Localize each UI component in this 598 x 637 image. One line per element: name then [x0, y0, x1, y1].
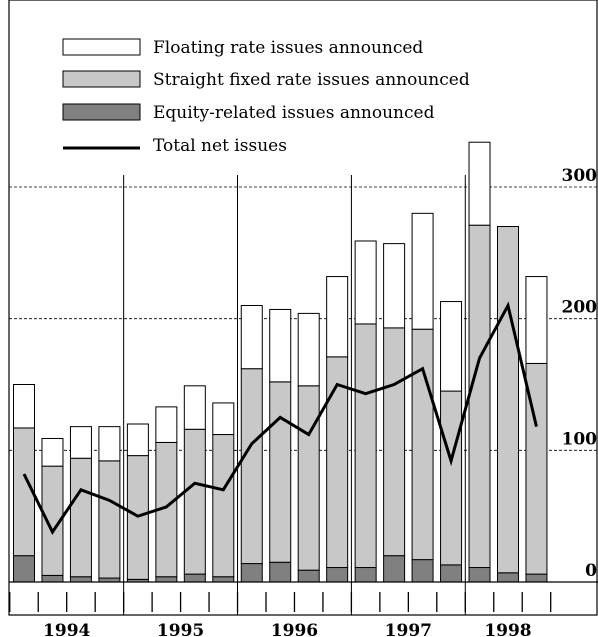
bar-equity — [155, 576, 178, 583]
bar-equity — [440, 564, 463, 583]
total-net-issues-line — [22, 301, 538, 535]
bar-floating — [411, 212, 434, 330]
bar-fixed — [98, 460, 121, 579]
bar-floating — [383, 243, 406, 329]
bar-fixed — [183, 428, 206, 575]
legend-label: Total net issues — [153, 136, 287, 156]
year-dividers — [123, 175, 466, 615]
bar-fixed — [69, 457, 92, 578]
bar-floating — [297, 312, 320, 387]
x-tick-label: 1995 — [157, 621, 204, 637]
legend-swatch-fixed — [62, 70, 141, 88]
legend-swatch-equity — [62, 103, 141, 121]
bar-fixed — [411, 328, 434, 561]
bar-equity — [496, 572, 519, 583]
legend-swatch-floating — [62, 38, 141, 56]
bar-floating — [468, 141, 491, 226]
bar-floating — [41, 437, 64, 467]
bar-fixed — [468, 224, 491, 569]
bar-floating — [525, 276, 548, 364]
legend-label: Equity-related issues announced — [153, 103, 435, 123]
bar-floating — [354, 240, 377, 325]
bar-floating — [183, 385, 206, 430]
x-tick-label: 1997 — [385, 621, 432, 637]
plot-border — [8, 0, 598, 616]
bar-floating — [212, 402, 235, 436]
bar-fixed — [297, 385, 320, 571]
bar-fixed — [269, 381, 292, 563]
bar-fixed — [383, 327, 406, 557]
legend-label: Floating rate issues announced — [153, 38, 423, 58]
bar-floating — [240, 305, 263, 370]
bar-equity — [297, 569, 320, 583]
bar-equity — [69, 576, 92, 583]
y-tick-label: 300 — [562, 166, 598, 186]
plot-frame — [8, 0, 598, 616]
bar-fixed — [240, 368, 263, 565]
bar-fixed — [440, 390, 463, 566]
bar-equity — [411, 559, 434, 583]
bar-equity — [13, 555, 35, 583]
x-tick-label: 1998 — [484, 621, 531, 637]
bar-equity — [183, 573, 206, 583]
bar-floating — [269, 308, 292, 383]
x-tick-label: 1996 — [271, 621, 318, 637]
bar-equity — [383, 555, 406, 583]
bar-floating — [440, 301, 463, 392]
bar-equity — [269, 561, 292, 583]
bar-fixed — [496, 226, 519, 574]
bar-equity — [212, 576, 235, 583]
bar-floating — [13, 384, 35, 429]
bar-floating — [326, 276, 349, 358]
line-total-net-issues — [22, 301, 538, 535]
bar-floating — [126, 423, 149, 457]
bar-floating — [69, 426, 92, 459]
bar-floating — [98, 426, 121, 462]
bar-equity — [468, 567, 491, 583]
y-tick-label: 0 — [585, 561, 597, 581]
legend-label: Straight fixed rate issues announced — [153, 70, 470, 90]
bar-equity — [525, 573, 548, 583]
bar-equity — [41, 574, 64, 583]
legend: Floating rate issues announced Straight f… — [62, 38, 470, 156]
bar-floating — [155, 406, 178, 443]
bar-equity — [354, 567, 377, 583]
bar-fixed — [354, 323, 377, 569]
x-axis — [9, 581, 598, 612]
y-tick-label: 100 — [562, 429, 598, 449]
y-tick-labels: 0 100 200 300 — [562, 166, 598, 581]
bar-equity — [326, 567, 349, 583]
bars — [13, 141, 548, 583]
x-tick-label: 1994 — [43, 621, 90, 637]
x-tick-labels: 1994 1995 1996 1997 1998 — [43, 621, 532, 637]
y-tick-label: 200 — [562, 298, 598, 318]
bar-equity — [240, 563, 263, 583]
bar-fixed — [212, 434, 235, 578]
